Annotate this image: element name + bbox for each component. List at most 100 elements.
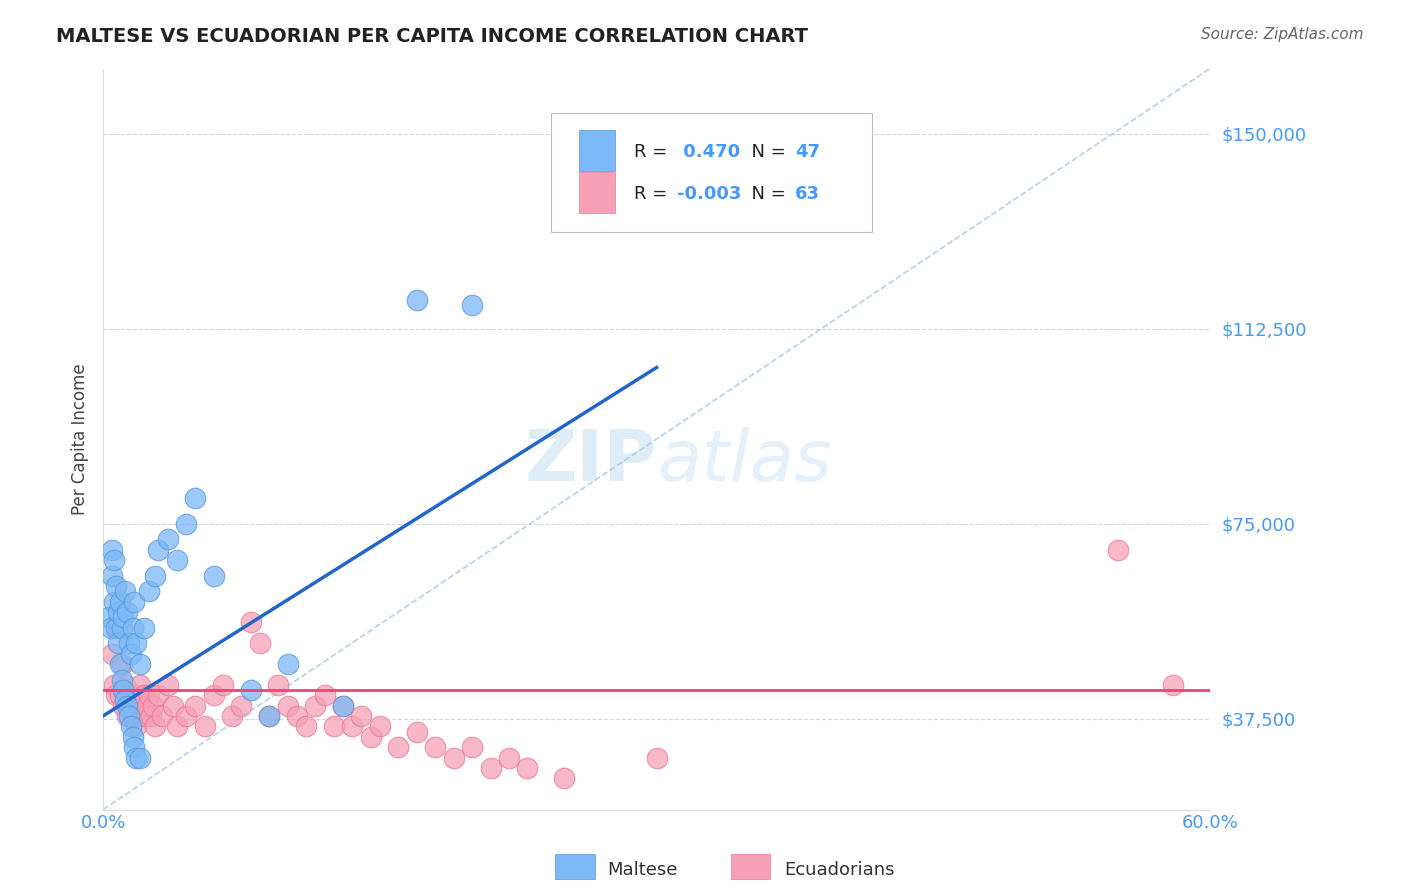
Point	[174, 709, 197, 723]
Point	[143, 568, 166, 582]
Point	[118, 709, 141, 723]
Point	[115, 709, 138, 723]
Point	[103, 594, 125, 608]
Point	[125, 636, 148, 650]
Point	[516, 761, 538, 775]
Point	[143, 719, 166, 733]
FancyBboxPatch shape	[551, 113, 873, 232]
Text: -0.003: -0.003	[676, 186, 741, 203]
Point	[368, 719, 391, 733]
Point	[221, 709, 243, 723]
Point	[120, 719, 142, 733]
Point	[103, 553, 125, 567]
Text: Maltese: Maltese	[607, 861, 678, 879]
Text: MALTESE VS ECUADORIAN PER CAPITA INCOME CORRELATION CHART: MALTESE VS ECUADORIAN PER CAPITA INCOME …	[56, 27, 808, 45]
Text: N =: N =	[740, 143, 792, 161]
Text: N =: N =	[740, 186, 792, 203]
Point	[239, 682, 262, 697]
Point	[131, 709, 153, 723]
Point	[120, 698, 142, 713]
Y-axis label: Per Capita Income: Per Capita Income	[72, 363, 89, 515]
Point	[121, 730, 143, 744]
FancyBboxPatch shape	[579, 172, 614, 213]
Point	[405, 293, 427, 307]
Point	[239, 615, 262, 630]
Point	[112, 610, 135, 624]
Point	[139, 709, 162, 723]
Point	[332, 698, 354, 713]
Point	[194, 719, 217, 733]
Point	[101, 647, 124, 661]
Point	[156, 678, 179, 692]
Point	[184, 491, 207, 505]
Point	[97, 610, 120, 624]
Point	[461, 298, 484, 312]
Point	[461, 740, 484, 755]
Point	[105, 688, 128, 702]
Point	[553, 772, 575, 786]
Point	[105, 579, 128, 593]
Point	[479, 761, 502, 775]
Point	[443, 750, 465, 764]
Text: Source: ZipAtlas.com: Source: ZipAtlas.com	[1201, 27, 1364, 42]
Point	[114, 693, 136, 707]
Point	[121, 621, 143, 635]
Point	[645, 750, 668, 764]
Text: 63: 63	[794, 186, 820, 203]
Point	[285, 709, 308, 723]
Point	[112, 682, 135, 697]
Point	[114, 678, 136, 692]
Point	[125, 719, 148, 733]
Point	[138, 688, 160, 702]
Point	[135, 709, 157, 723]
Point	[350, 709, 373, 723]
Point	[166, 719, 188, 733]
Point	[249, 636, 271, 650]
Point	[118, 688, 141, 702]
Point	[108, 688, 131, 702]
Point	[110, 657, 132, 671]
Point	[277, 657, 299, 671]
Text: 47: 47	[794, 143, 820, 161]
Point	[184, 698, 207, 713]
Point	[124, 688, 146, 702]
Point	[110, 673, 132, 687]
Point	[103, 678, 125, 692]
Point	[101, 542, 124, 557]
Point	[127, 698, 149, 713]
Point	[121, 709, 143, 723]
Point	[118, 636, 141, 650]
Point	[162, 698, 184, 713]
Point	[148, 542, 170, 557]
Point	[257, 709, 280, 723]
Point	[360, 730, 382, 744]
Point	[138, 584, 160, 599]
Point	[156, 532, 179, 546]
Point	[267, 678, 290, 692]
Point	[115, 698, 138, 713]
Point	[108, 594, 131, 608]
Point	[257, 709, 280, 723]
Point	[132, 688, 155, 702]
Point	[115, 605, 138, 619]
Point	[277, 698, 299, 713]
Text: R =: R =	[634, 186, 673, 203]
Point	[231, 698, 253, 713]
Point	[405, 724, 427, 739]
Point	[1107, 542, 1129, 557]
Point	[295, 719, 318, 733]
Point	[314, 688, 336, 702]
Point	[136, 698, 159, 713]
Point	[322, 719, 344, 733]
Text: 0.470: 0.470	[676, 143, 740, 161]
Point	[124, 594, 146, 608]
Point	[125, 750, 148, 764]
Point	[100, 621, 122, 635]
Point	[332, 698, 354, 713]
Text: ZIP: ZIP	[524, 426, 657, 496]
Point	[425, 740, 447, 755]
Point	[101, 568, 124, 582]
Point	[340, 719, 363, 733]
FancyBboxPatch shape	[579, 130, 614, 170]
Point	[304, 698, 326, 713]
